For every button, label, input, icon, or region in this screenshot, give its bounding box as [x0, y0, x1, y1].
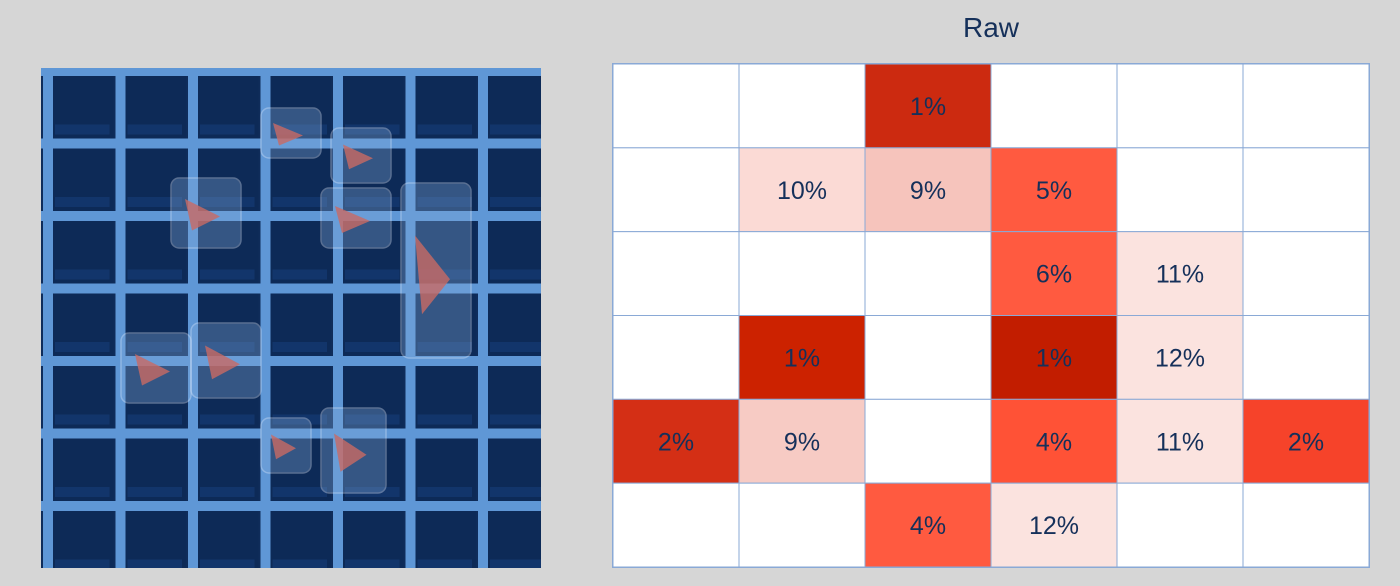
heatmap-cell [738, 147, 866, 233]
grate-bar [41, 428, 541, 439]
ice-grid-photo [41, 68, 541, 568]
grate-bar [478, 68, 488, 568]
heatmap-cell [864, 231, 992, 317]
cell-label: 2% [658, 428, 694, 456]
heatmap-cell [990, 231, 1118, 317]
heatmap-cell [613, 64, 740, 149]
heatmap-cell [864, 315, 992, 400]
grate-bar [41, 138, 541, 149]
cell-label: 5% [1036, 177, 1072, 205]
heatmap-cell [738, 315, 866, 400]
grate-bar [41, 501, 541, 511]
heatmap-cell [738, 398, 866, 484]
grate-bar [333, 68, 343, 568]
heatmap-cell [990, 64, 1118, 149]
cell-label: 2% [1288, 428, 1324, 456]
grate-bar [41, 211, 541, 221]
cell-label: 12% [1155, 344, 1205, 372]
chart-title: Raw [962, 12, 1019, 43]
cell-label: 6% [1036, 261, 1072, 289]
heatmap-cell [864, 147, 992, 233]
heatmap-cell [613, 147, 740, 233]
heatmap-cell [990, 482, 1118, 567]
heatmap-chart: 1% 10% 9% 5% 6% 11% 1% 1% 12% 2% 9% 4% 11% 2% 4% 12% [612, 63, 1370, 568]
photo-image [41, 68, 541, 568]
heatmap-cell [1116, 147, 1244, 233]
heatmap-cell [1242, 482, 1369, 567]
cell-label: 1% [1036, 344, 1072, 372]
heatmap-cell [1242, 398, 1369, 484]
heatmap-cell [613, 315, 740, 400]
cell-label: 1% [910, 93, 946, 121]
cell-label: 11% [1156, 428, 1204, 456]
heatmap-cell [1116, 315, 1244, 400]
heatmap-cell [1116, 231, 1244, 317]
heatmap-cell [613, 482, 740, 567]
heatmap-cell [864, 398, 992, 484]
heatmap-cell [1116, 64, 1244, 149]
heatmap-cell [990, 147, 1118, 233]
grate-bar [41, 283, 541, 294]
cell-label: 9% [784, 428, 820, 456]
heatmap-cell [1116, 482, 1244, 567]
heatmap-cell [613, 231, 740, 317]
cell-label: 9% [910, 177, 946, 205]
heatmap-cell [1242, 64, 1369, 149]
heatmap-cell [864, 64, 992, 149]
heatmap-cell [1116, 398, 1244, 484]
grate-bar [43, 68, 53, 568]
heatmap-cell [738, 482, 866, 567]
cell-label: 1% [784, 344, 820, 372]
cell-label: 11% [1156, 261, 1204, 289]
heatmap-cell [738, 231, 866, 317]
heatmap-cell [990, 398, 1118, 484]
heatmap-cell [1242, 315, 1369, 400]
cell-label: 12% [1029, 512, 1079, 540]
cell-label: 4% [1036, 428, 1072, 456]
heatmap-cell [1242, 147, 1369, 233]
cell-label: 10% [777, 177, 827, 205]
heatmap-cell [738, 64, 866, 149]
heatmap-cell [1242, 231, 1369, 317]
grate-bar [405, 68, 416, 568]
grate-bar [188, 68, 198, 568]
grate-bar [41, 68, 541, 76]
cell-label: 4% [910, 512, 946, 540]
grate-bar [41, 356, 541, 366]
heatmap-svg: 1% 10% 9% 5% 6% 11% 1% 1% 12% 2% 9% 4% 11% 2% 4% 12% [613, 64, 1369, 567]
grate-bar [115, 68, 126, 568]
grate-bar [260, 68, 271, 568]
